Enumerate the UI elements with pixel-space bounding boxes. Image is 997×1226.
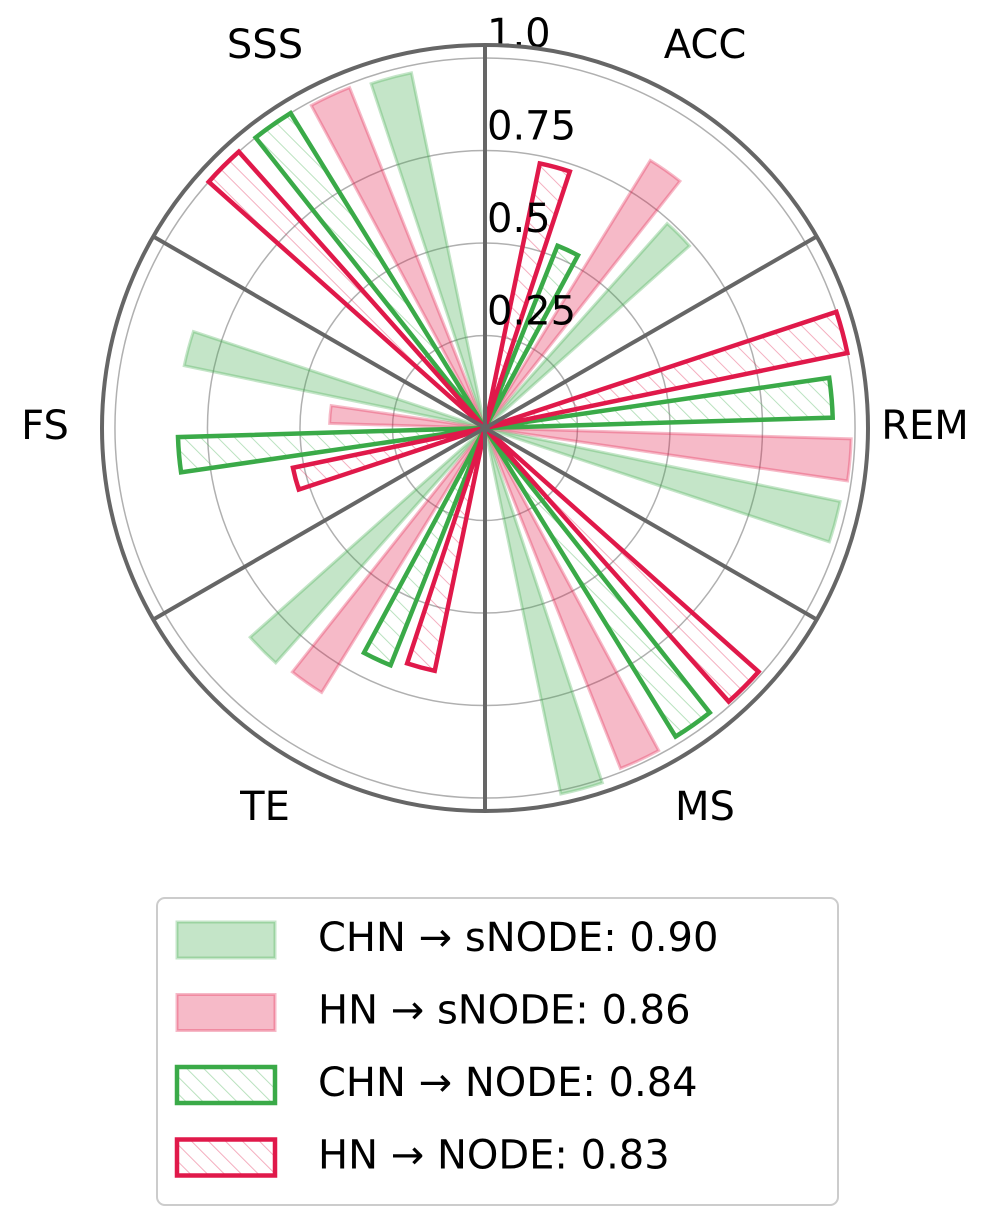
bar <box>290 425 486 493</box>
category-label: SSS <box>227 22 303 68</box>
legend-swatch <box>175 993 277 1032</box>
bar <box>483 221 692 430</box>
legend-label: HN → sNODE: 0.86 <box>318 988 691 1034</box>
bar <box>484 426 853 483</box>
bars <box>175 71 853 796</box>
bar <box>483 426 713 740</box>
r-tick-label: 0.5 <box>487 196 551 242</box>
legend-swatch <box>174 1137 278 1178</box>
bar <box>483 427 661 771</box>
sector-divider <box>484 234 818 430</box>
bar <box>175 425 486 475</box>
category-label: REM <box>881 403 969 449</box>
bar <box>483 426 762 705</box>
bar <box>360 426 488 669</box>
bar <box>248 426 487 665</box>
legend: CHN → sNODE: 0.90 HN → sNODE: 0.86 CHN → N… <box>174 915 718 1179</box>
legend-label: CHN → sNODE: 0.90 <box>318 915 718 961</box>
bar <box>404 427 488 674</box>
legend-swatch <box>174 1064 278 1106</box>
bar <box>252 110 487 430</box>
r-tick-label: 0.75 <box>487 103 576 149</box>
legend-swatch <box>175 920 277 960</box>
bar <box>182 329 486 430</box>
sector-divider <box>152 426 487 622</box>
category-label: FS <box>21 403 69 449</box>
bar <box>483 427 605 796</box>
bar <box>309 85 487 429</box>
bar <box>290 427 487 695</box>
bar <box>205 148 487 430</box>
category-label: ACC <box>664 22 747 68</box>
bar <box>328 403 486 430</box>
bar <box>482 242 582 430</box>
bar <box>484 375 836 431</box>
legend-label: CHN → NODE: 0.84 <box>318 1060 698 1106</box>
bar <box>483 158 683 429</box>
bar <box>482 160 573 429</box>
legend-label: HN → NODE: 0.83 <box>318 1133 670 1179</box>
bar <box>484 426 842 544</box>
sector-divider <box>484 426 818 622</box>
category-label: MS <box>675 784 735 830</box>
sector-divider <box>152 234 487 430</box>
category-label: TE <box>239 784 290 830</box>
bar <box>369 71 487 429</box>
r-tick-label: 0.25 <box>487 288 576 334</box>
outer-ring <box>100 43 870 813</box>
bar <box>484 308 851 431</box>
legend-box <box>156 897 839 1206</box>
